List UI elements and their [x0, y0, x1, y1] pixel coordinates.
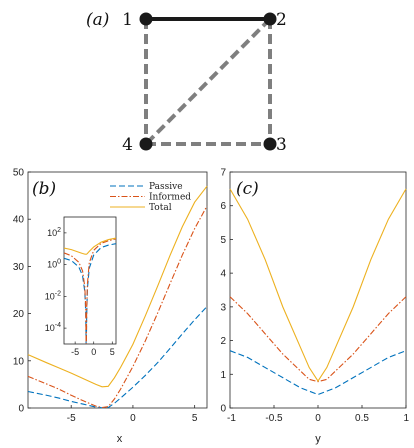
c-xtick-label: 0.5	[355, 413, 369, 424]
series-group-b	[27, 185, 208, 409]
b-series-total	[27, 185, 208, 388]
graph-edges	[144, 17, 272, 146]
panel-label-c: (c)	[236, 179, 259, 199]
c-xtick-label: 0	[315, 413, 321, 424]
inset-ytick-label: 10-4	[45, 322, 61, 333]
graph-nodes: 1 2 3 4	[122, 10, 287, 155]
x-axis-label-c: y	[315, 433, 321, 445]
b-ytick-label: 20	[13, 309, 25, 320]
c-ytick-label: 2	[220, 336, 226, 347]
c-series-informed	[229, 296, 407, 383]
inset-xtick-label: 0	[91, 347, 96, 357]
network-graph: (a) 1 2 3 4	[86, 10, 287, 155]
node-2	[263, 12, 277, 26]
c-xtick-label: -0.5	[265, 413, 283, 424]
inset-series-informed	[64, 238, 116, 344]
node-4	[139, 137, 153, 151]
b-ytick-label: 10	[13, 356, 25, 367]
inset-frame	[63, 216, 117, 345]
plot-frame-c	[229, 171, 407, 409]
c-xtick-label: -1	[227, 413, 236, 424]
inset-ytick-label: 102	[47, 227, 61, 238]
node-label-1: 1	[122, 10, 133, 30]
b-ytick-label: 50	[13, 168, 25, 179]
c-ytick-label: 6	[220, 201, 226, 212]
c-ytick-label: 4	[220, 269, 226, 280]
inset-ytick-label: 100	[47, 259, 61, 270]
x-axis-label-b: x	[117, 433, 123, 445]
inset-plot: 10-4 10-2 100 102 -5 0 5	[45, 216, 117, 357]
b-series-passive	[27, 306, 208, 409]
panel-label-a: (a)	[86, 10, 109, 30]
b-ytick-label: 40	[13, 215, 25, 226]
node-3	[263, 137, 277, 151]
inset-xtick-label: -5	[71, 347, 79, 357]
panel-label-b: (b)	[32, 179, 56, 199]
b-xtick-label: -5	[67, 413, 76, 424]
inset-ytick-label: 10-2	[45, 290, 61, 301]
series-group-c	[229, 188, 407, 396]
c-ytick-label: 7	[220, 168, 226, 179]
c-series-passive	[229, 350, 407, 396]
node-1	[139, 12, 153, 26]
c-ytick-label: 0	[220, 404, 226, 415]
edge-2-4	[144, 17, 272, 146]
node-label-3: 3	[276, 135, 287, 155]
inset-ticks: 10-4 10-2 100 102 -5 0 5	[45, 227, 115, 357]
c-series-total	[229, 188, 407, 383]
b-ytick-label: 30	[13, 262, 25, 273]
legend-label-informed: Informed	[149, 193, 191, 203]
ticks-c: 0 1 2 3 4 5 6 7 -1 -0.5 0 0.5 1	[220, 168, 409, 425]
b-xtick-label: 0	[130, 413, 136, 424]
inset-xtick-label: 5	[110, 347, 115, 357]
c-ytick-label: 5	[220, 235, 226, 246]
c-xtick-label: 1	[403, 413, 409, 424]
node-label-4: 4	[122, 135, 133, 155]
inset-series-total	[64, 237, 116, 255]
legend-label-total: Total	[149, 203, 172, 213]
plot-frame-b	[27, 171, 208, 409]
chart-panel-c: 0 1 2 3 4 5 6 7 -1 -0.5 0 0.5 1 (c) y	[220, 168, 409, 446]
inset-series-passive	[64, 243, 116, 344]
node-label-2: 2	[276, 10, 287, 30]
legend-label-passive: Passive	[149, 182, 183, 192]
b-ytick-label: 0	[18, 404, 24, 415]
c-ytick-label: 1	[220, 370, 226, 381]
c-ytick-label: 3	[220, 302, 226, 313]
inset-series-group	[64, 237, 116, 344]
b-xtick-label: 5	[192, 413, 198, 424]
b-series-informed	[27, 205, 208, 409]
